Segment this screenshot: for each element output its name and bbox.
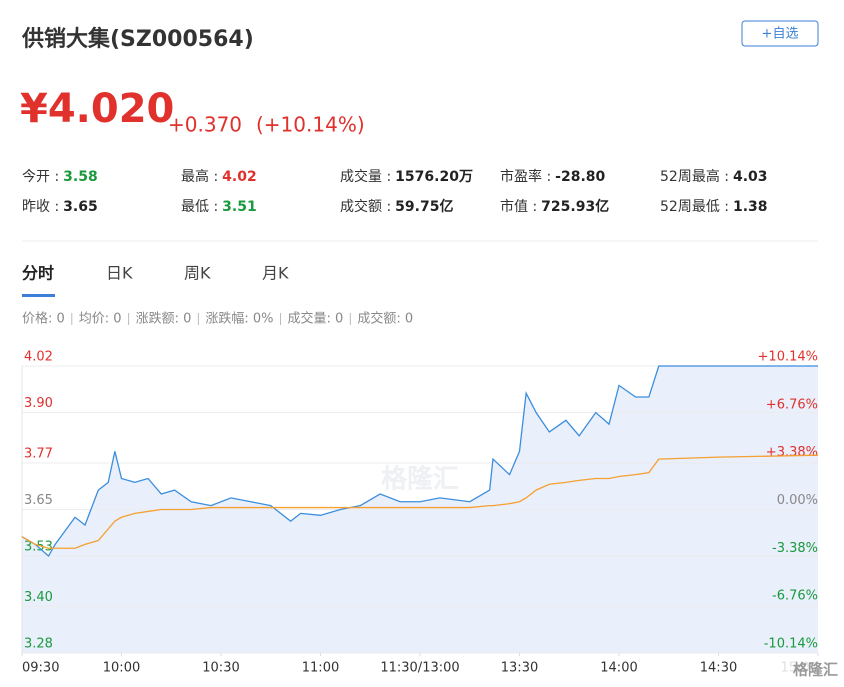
stat-value: 59.75亿 <box>395 198 453 215</box>
stat-label: 昨收 : <box>22 199 59 215</box>
y2-tick-label: -3.38% <box>772 541 818 556</box>
stat-label: 今开 : <box>22 169 59 185</box>
chart: 格隆汇4.023.903.773.653.533.403.28+10.14%+6… <box>21 350 842 682</box>
stat-value: 3.58 <box>63 169 98 185</box>
y-tick-label: 3.77 <box>24 446 53 461</box>
y-tick-label: 4.02 <box>24 350 53 365</box>
tab[interactable]: 月K <box>262 264 289 283</box>
tab[interactable]: 周K <box>184 264 211 283</box>
x-tick-label: 10:30 <box>202 661 239 676</box>
tab[interactable]: 分时 <box>22 264 54 283</box>
price: ¥4.020 <box>20 86 174 132</box>
stat-label: 市盈率 : <box>500 168 551 185</box>
stat-value: 3.65 <box>63 199 98 215</box>
stat-value: 1576.20万 <box>395 169 473 185</box>
y2-tick-label: 0.00% <box>777 493 818 508</box>
info-item: 成交额: 0 <box>357 311 413 327</box>
tab-underline <box>22 294 55 297</box>
logo: 格隆汇 <box>793 661 838 679</box>
stock-name: 供销大集(SZ000564) <box>21 26 254 52</box>
info-item: 成交量: 0 <box>288 311 344 327</box>
x-tick-label: 14:00 <box>600 661 637 676</box>
stat-label: 市值 : <box>500 198 537 215</box>
stat-value: 1.38 <box>733 199 768 215</box>
y-tick-label: 3.65 <box>24 493 53 508</box>
y2-tick-label: -6.76% <box>772 589 818 604</box>
stat-value: 4.03 <box>733 169 768 185</box>
x-tick-label: 09:30 <box>22 661 59 676</box>
stat-label: 52周最高 : <box>660 168 729 185</box>
tab[interactable]: 日K <box>106 264 133 283</box>
y2-tick-label: +10.14% <box>758 350 818 365</box>
stat-label: 最高 : <box>181 168 218 185</box>
x-tick-label: 11:00 <box>302 661 339 676</box>
y2-tick-label: +6.76% <box>766 397 818 412</box>
stat-label: 成交额 : <box>340 198 391 215</box>
stat-label: 52周最低 : <box>660 199 729 215</box>
info-item: 涨跌幅: 0% <box>205 311 273 327</box>
watch-button[interactable] <box>741 20 819 47</box>
stat-value: -28.80 <box>555 169 605 185</box>
stat-value: 4.02 <box>222 169 257 185</box>
x-tick-label: 11:30/13:00 <box>380 661 459 676</box>
stat-value: 725.93亿 <box>541 198 609 215</box>
x-tick-label: 10:00 <box>103 661 140 676</box>
x-tick-label: 13:30 <box>501 661 538 676</box>
x-tick-label: 14:30 <box>700 661 737 676</box>
price-change: +0.370 <box>168 113 242 137</box>
info-item: 价格: 0 <box>22 311 65 327</box>
info-item: 涨跌额: 0 <box>136 311 192 327</box>
y-tick-label: 3.40 <box>24 590 53 605</box>
y2-tick-label: -10.14% <box>764 637 818 652</box>
y2-tick-label: +3.38% <box>766 445 818 460</box>
logo-bg <box>762 658 842 682</box>
watch-button-label[interactable]: +自选 <box>762 27 799 42</box>
average-line <box>21 454 819 549</box>
y-tick-label: 3.90 <box>24 396 53 411</box>
price-change-pct: (+10.14%) <box>256 113 365 137</box>
info-item: 均价: 0 <box>79 312 122 327</box>
watermark: 格隆汇 <box>381 464 459 495</box>
stat-label: 成交量 : <box>340 168 391 185</box>
stat-label: 最低 : <box>181 199 218 215</box>
stat-value: 3.51 <box>222 199 257 215</box>
y-tick-label: 3.28 <box>24 637 53 652</box>
